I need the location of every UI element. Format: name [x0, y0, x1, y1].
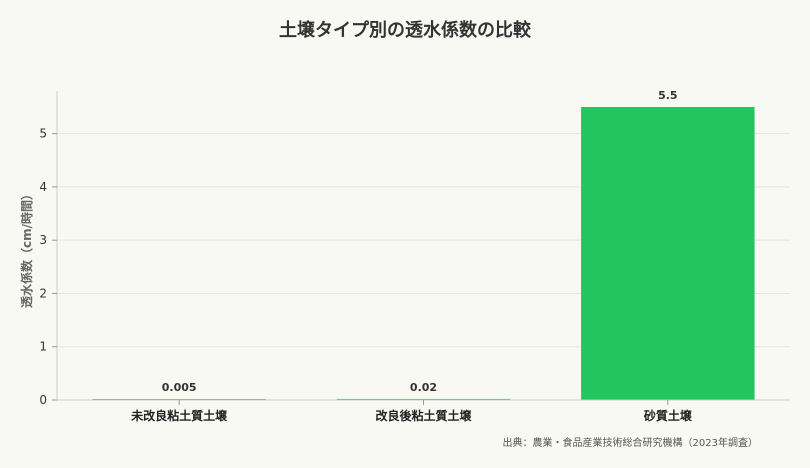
bars	[92, 106, 755, 400]
y-tick-label: 0	[39, 393, 47, 407]
data-label: 0.02	[410, 381, 437, 394]
source-note: 出典：農業・食品産業技術総合研究機構（2023年調査）	[503, 436, 758, 449]
data-labels: 0.005 0.02 5.5	[162, 89, 678, 394]
y-tick-label: 5	[39, 127, 47, 141]
x-tick-label: 砂質土壌	[643, 408, 693, 423]
y-tick-label: 4	[39, 180, 47, 194]
data-label: 5.5	[658, 89, 678, 102]
y-tick-label: 2	[39, 286, 47, 300]
y-tick-label: 3	[39, 233, 47, 247]
x-tick-label: 改良後粘土質土壌	[375, 408, 472, 423]
y-axis-title: 透水係数（cm/時間）	[19, 188, 34, 308]
bar	[336, 398, 511, 400]
x-tick-label: 未改良粘土質土壌	[130, 408, 228, 423]
x-tick-labels: 未改良粘土質土壌 改良後粘土質土壌 砂質土壌	[130, 400, 693, 423]
y-tick-labels: 0 1 2 3 4 5	[39, 127, 57, 407]
bar	[581, 106, 755, 400]
chart-title: 土壌タイプ別の透水係数の比較	[279, 19, 532, 41]
data-label: 0.005	[162, 381, 197, 394]
y-tick-label: 1	[39, 340, 47, 354]
